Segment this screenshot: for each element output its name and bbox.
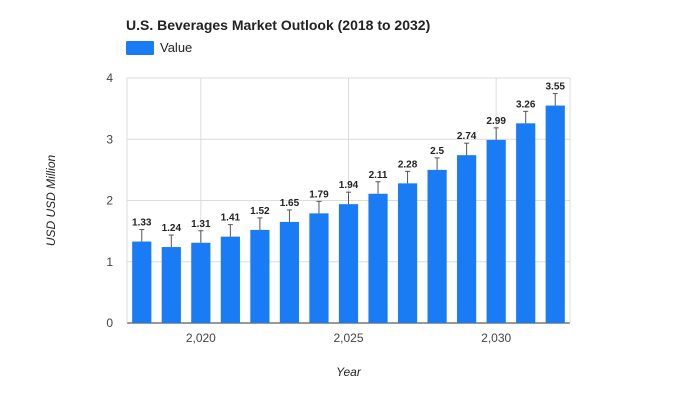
chart-title: U.S. Beverages Market Outlook (2018 to 2… <box>126 17 431 33</box>
data-label-2023: 1.65 <box>280 198 300 209</box>
bar-2025 <box>338 204 359 323</box>
legend-label-value: Value <box>160 40 193 55</box>
data-label-2030: 2.99 <box>486 116 506 127</box>
y-tick-label-4: 4 <box>106 71 113 85</box>
data-label-2022: 1.52 <box>250 206 270 217</box>
data-label-2028: 2.5 <box>430 146 444 157</box>
bar-2019 <box>161 247 181 323</box>
y-tick-label-0: 0 <box>106 316 113 330</box>
data-label-2024: 1.79 <box>309 189 329 200</box>
x-tick-label-2025: 2,025 <box>333 331 363 345</box>
data-label-2018: 1.33 <box>132 218 152 229</box>
bar-2023 <box>279 221 300 323</box>
bar-2030 <box>486 139 506 323</box>
data-label-2020: 1.31 <box>191 219 211 230</box>
data-label-2019: 1.24 <box>162 223 182 234</box>
y-tick-label-1: 1 <box>106 255 113 269</box>
bar-2020 <box>191 242 211 323</box>
bar-2018 <box>132 241 152 323</box>
bar-2022 <box>250 229 270 323</box>
bar-2031 <box>516 123 536 323</box>
bar-2024 <box>309 213 329 323</box>
y-axis-title: USD USD Million <box>44 155 58 247</box>
bar-2032 <box>545 105 565 323</box>
bar-2028 <box>427 169 447 323</box>
data-label-2025: 1.94 <box>339 180 359 191</box>
x-tick-label-2030: 2,030 <box>481 331 511 345</box>
data-label-2021: 1.41 <box>221 213 241 224</box>
data-label-2032: 3.55 <box>545 82 565 93</box>
data-label-2031: 3.26 <box>516 99 536 110</box>
bar-2021 <box>220 236 240 323</box>
bar-2026 <box>368 193 388 323</box>
legend: Value <box>126 40 192 55</box>
y-tick-label-3: 3 <box>106 132 113 146</box>
x-axis-title: Year <box>336 365 362 379</box>
legend-swatch-value <box>126 40 154 55</box>
bar-2029 <box>457 155 477 323</box>
data-label-2029: 2.74 <box>457 131 477 142</box>
bar-2027 <box>397 183 418 323</box>
data-label-2026: 2.11 <box>369 170 388 181</box>
x-tick-label-2020: 2,020 <box>186 331 216 345</box>
data-label-2027: 2.28 <box>398 159 418 170</box>
y-tick-label-2: 2 <box>106 194 113 208</box>
